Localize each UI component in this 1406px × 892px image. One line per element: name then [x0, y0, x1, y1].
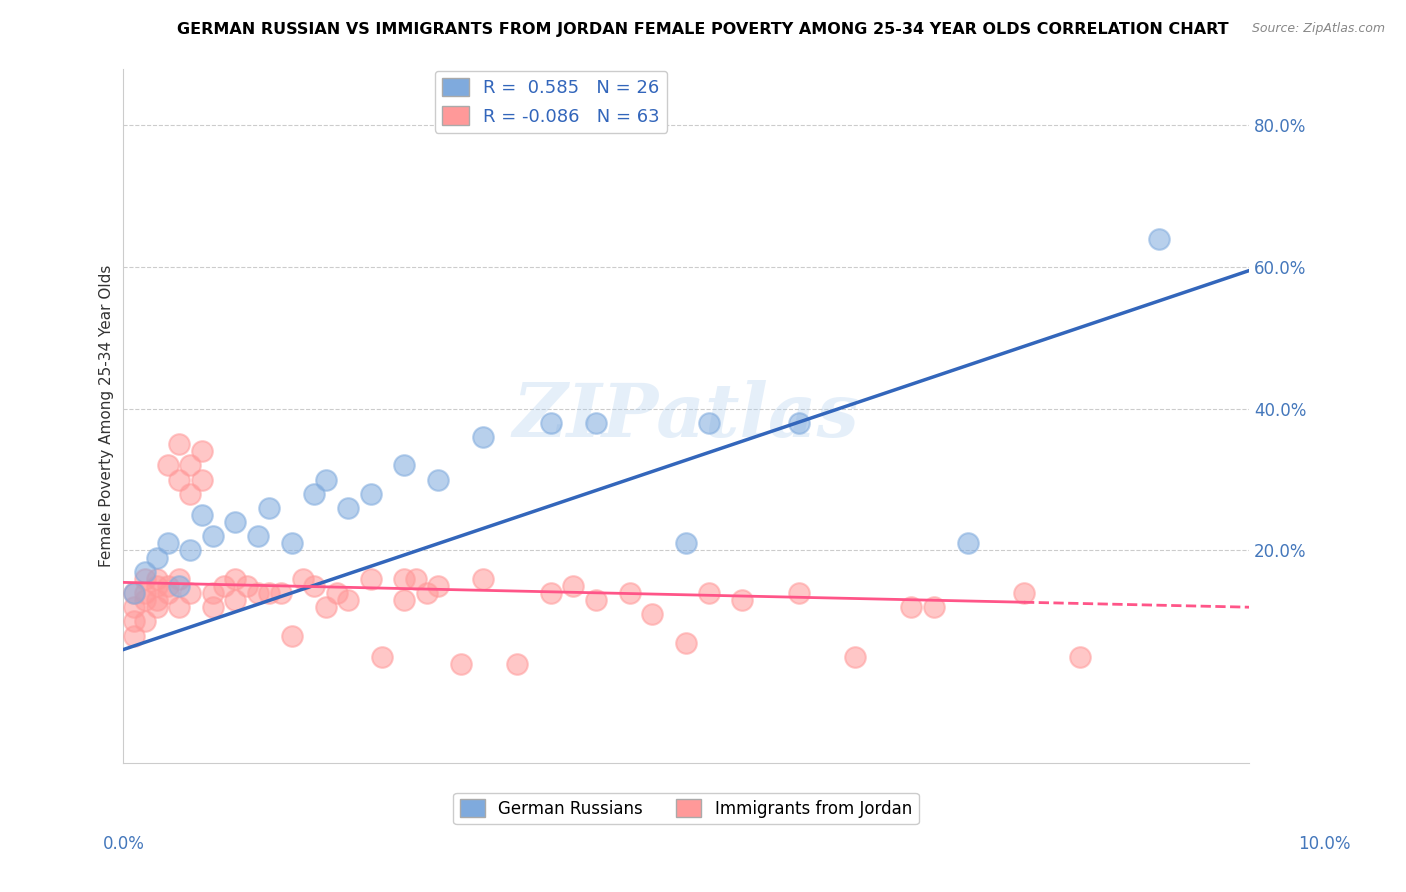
Point — [697, 586, 720, 600]
Point — [167, 572, 190, 586]
Point — [122, 628, 145, 642]
Point — [540, 416, 562, 430]
Point — [156, 579, 179, 593]
Point — [145, 572, 167, 586]
Point — [201, 529, 224, 543]
Point — [337, 593, 360, 607]
Text: GERMAN RUSSIAN VS IMMIGRANTS FROM JORDAN FEMALE POVERTY AMONG 25-34 YEAR OLDS CO: GERMAN RUSSIAN VS IMMIGRANTS FROM JORDAN… — [177, 22, 1229, 37]
Point — [956, 536, 979, 550]
Point — [167, 600, 190, 615]
Point — [145, 593, 167, 607]
Point — [201, 586, 224, 600]
Legend: German Russians, Immigrants from Jordan: German Russians, Immigrants from Jordan — [453, 793, 918, 824]
Point — [270, 586, 292, 600]
Point — [405, 572, 427, 586]
Point — [360, 487, 382, 501]
Point — [190, 444, 212, 458]
Point — [224, 515, 246, 529]
Point — [145, 550, 167, 565]
Point — [190, 508, 212, 522]
Point — [190, 473, 212, 487]
Point — [326, 586, 349, 600]
Point — [156, 586, 179, 600]
Point — [1147, 232, 1170, 246]
Point — [394, 572, 416, 586]
Point — [134, 586, 156, 600]
Point — [472, 430, 495, 444]
Point — [247, 586, 270, 600]
Point — [562, 579, 585, 593]
Point — [134, 593, 156, 607]
Point — [122, 586, 145, 600]
Point — [304, 579, 326, 593]
Point — [787, 416, 810, 430]
Point — [1012, 586, 1035, 600]
Point — [167, 437, 190, 451]
Point — [675, 536, 697, 550]
Point — [315, 600, 337, 615]
Point — [281, 536, 304, 550]
Text: 0.0%: 0.0% — [103, 835, 145, 853]
Point — [394, 458, 416, 473]
Point — [247, 529, 270, 543]
Point — [122, 586, 145, 600]
Point — [427, 579, 450, 593]
Point — [134, 572, 156, 586]
Text: Source: ZipAtlas.com: Source: ZipAtlas.com — [1251, 22, 1385, 36]
Point — [416, 586, 439, 600]
Point — [1069, 649, 1091, 664]
Point — [585, 593, 607, 607]
Point — [259, 500, 281, 515]
Point — [259, 586, 281, 600]
Point — [540, 586, 562, 600]
Point — [394, 593, 416, 607]
Point — [179, 586, 201, 600]
Point — [145, 579, 167, 593]
Point — [315, 473, 337, 487]
Point — [371, 649, 394, 664]
Point — [156, 536, 179, 550]
Point — [619, 586, 641, 600]
Text: 10.0%: 10.0% — [1298, 835, 1351, 853]
Point — [337, 500, 360, 515]
Point — [731, 593, 754, 607]
Point — [844, 649, 866, 664]
Point — [179, 543, 201, 558]
Point — [281, 628, 304, 642]
Point — [134, 565, 156, 579]
Point — [212, 579, 235, 593]
Point — [122, 600, 145, 615]
Point — [585, 416, 607, 430]
Point — [427, 473, 450, 487]
Point — [360, 572, 382, 586]
Point — [304, 487, 326, 501]
Point — [122, 615, 145, 629]
Point — [179, 458, 201, 473]
Point — [472, 572, 495, 586]
Point — [224, 593, 246, 607]
Point — [145, 600, 167, 615]
Point — [675, 635, 697, 649]
Point — [201, 600, 224, 615]
Point — [787, 586, 810, 600]
Point — [922, 600, 945, 615]
Point — [167, 473, 190, 487]
Point — [224, 572, 246, 586]
Point — [450, 657, 472, 671]
Y-axis label: Female Poverty Among 25-34 Year Olds: Female Poverty Among 25-34 Year Olds — [100, 265, 114, 567]
Point — [292, 572, 315, 586]
Point — [641, 607, 664, 622]
Point — [156, 458, 179, 473]
Point — [167, 579, 190, 593]
Point — [134, 615, 156, 629]
Point — [900, 600, 922, 615]
Point — [697, 416, 720, 430]
Point — [506, 657, 529, 671]
Text: ZIPatlas: ZIPatlas — [513, 380, 859, 452]
Point — [179, 487, 201, 501]
Point — [235, 579, 257, 593]
